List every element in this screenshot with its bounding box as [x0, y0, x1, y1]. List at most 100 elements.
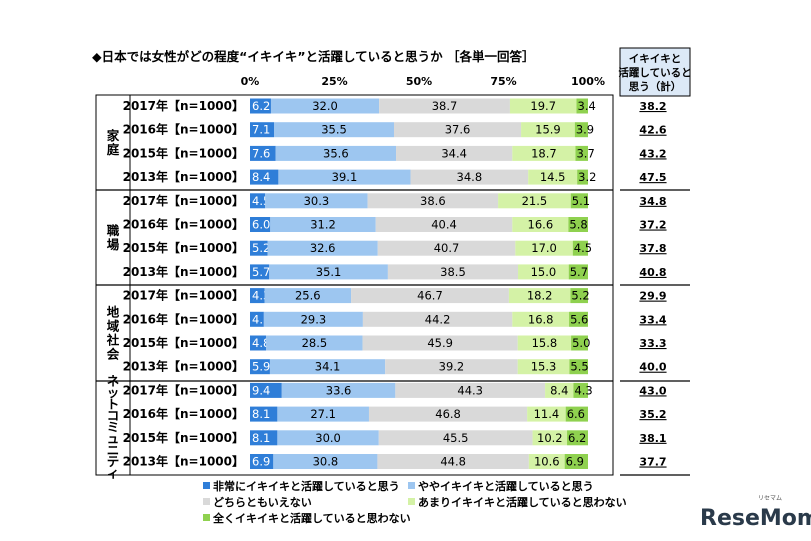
total-header-text: イキイキと — [629, 53, 682, 65]
total-value: 47.5 — [639, 171, 666, 184]
bar-segment — [277, 406, 369, 422]
row-label: 2017年【n=1000】 — [123, 288, 244, 303]
legend-item: 非常にイキイキと活躍していると思う — [203, 479, 400, 493]
data-label: 6.9 — [252, 455, 270, 469]
legend-item: どちらともいえない — [203, 496, 312, 509]
row-label: 2016年【n=1000】 — [123, 406, 244, 421]
bar-segment — [273, 454, 378, 469]
data-label: 38.5 — [440, 265, 466, 279]
bar-segment — [367, 193, 499, 209]
total-value: 37.2 — [639, 219, 666, 232]
bar-segment — [362, 335, 518, 351]
data-label: 45.5 — [443, 431, 469, 445]
bar-segment — [396, 145, 513, 161]
data-label: 11.4 — [534, 407, 560, 421]
x-tick-label: 50% — [406, 75, 432, 88]
data-label: 7.6 — [252, 146, 270, 160]
bar-segment — [250, 311, 264, 327]
legend-label: 全くイキイキと活躍していると思わない — [212, 511, 411, 525]
data-label: 44.8 — [440, 455, 466, 469]
data-label: 5.7 — [252, 265, 270, 279]
bar-segment — [571, 335, 588, 351]
data-label: 30.0 — [315, 431, 341, 445]
bar-segment — [577, 169, 588, 185]
x-tick-label: 0% — [241, 75, 260, 88]
bar-segment — [508, 288, 571, 304]
bar-segment — [564, 454, 588, 469]
legend-item: ややイキイキと活躍していると思う — [408, 479, 594, 493]
data-label: 18.7 — [531, 146, 557, 160]
legend-label: ややイキイキと活躍していると思う — [418, 479, 594, 493]
bar-segment — [395, 382, 546, 398]
bar-segment — [569, 359, 588, 375]
bar-segment — [265, 193, 368, 209]
data-label: 32.0 — [312, 99, 338, 113]
total-header-text: 活躍していると — [618, 66, 691, 79]
bar-segment — [250, 335, 267, 351]
data-label: 9.4 — [252, 383, 270, 397]
data-label: 3.7 — [576, 146, 594, 160]
data-label: 3.2 — [578, 170, 596, 184]
bar-row: 2017年【n=1000】 6.2 32.0 38.7 19.7 3.4 38.2 — [123, 98, 667, 114]
data-label: 34.1 — [315, 360, 341, 374]
bar-segment — [275, 145, 397, 161]
total-value: 33.4 — [639, 313, 666, 326]
bar-segment — [567, 430, 588, 446]
group-label: 職場 — [107, 223, 120, 252]
bar-segment — [264, 288, 352, 304]
bar-segment — [532, 430, 568, 446]
data-label: 4.5 — [574, 241, 592, 255]
data-label: 6.9 — [566, 455, 584, 469]
data-label: 46.8 — [435, 407, 461, 421]
data-label: 31.2 — [310, 218, 336, 232]
bar-row: 2016年【n=1000】 7.1 35.5 37.6 15.9 3.9 42.6 — [123, 122, 667, 138]
row-label: 2017年【n=1000】 — [123, 98, 244, 113]
data-label: 5.5 — [570, 360, 588, 374]
bar-segment — [528, 169, 578, 185]
data-label: 37.6 — [445, 123, 471, 137]
data-label: 46.7 — [417, 289, 443, 303]
legend-swatch — [203, 514, 210, 521]
data-label: 30.3 — [304, 194, 330, 208]
bar-segment — [387, 264, 519, 280]
legend-item: あまりイキイキと活躍していると思わない — [408, 495, 627, 509]
bar-segment — [515, 240, 573, 256]
data-label: 39.2 — [439, 360, 465, 374]
bar-segment — [250, 288, 265, 304]
total-value: 43.2 — [639, 147, 666, 160]
data-label: 3.9 — [576, 123, 594, 137]
data-label: 16.8 — [528, 312, 554, 326]
bar-segment — [393, 122, 522, 138]
legend-label: あまりイキイキと活躍していると思わない — [418, 495, 627, 509]
data-label: 44.2 — [425, 312, 451, 326]
total-value: 38.1 — [639, 432, 666, 445]
bar-segment — [250, 145, 276, 161]
bar-row: 2015年【n=1000】 4.8 28.5 45.9 15.8 5.0 33.3 — [123, 335, 667, 351]
watermark-small-text: リセマム — [758, 495, 782, 502]
bar-segment — [250, 264, 270, 280]
bar-row: 2016年【n=1000】 6.0 31.2 40.4 16.6 5.8 37.2 — [123, 217, 667, 232]
data-label: 29.3 — [301, 312, 327, 326]
data-label: 19.7 — [530, 99, 556, 113]
data-label: 5.2 — [252, 241, 270, 255]
bar-segment — [269, 264, 388, 280]
bar-segment — [518, 264, 569, 280]
bar-segment — [569, 311, 588, 327]
data-label: 14.5 — [540, 170, 566, 184]
row-label: 2015年【n=1000】 — [123, 145, 244, 160]
data-label: 27.1 — [310, 407, 336, 421]
data-label: 34.8 — [457, 170, 483, 184]
bar-segment — [512, 145, 576, 161]
row-label: 2013年【n=1000】 — [123, 359, 244, 374]
data-label: 35.1 — [316, 265, 342, 279]
data-label: 44.3 — [457, 383, 483, 397]
legend-swatch — [203, 498, 210, 505]
bar-segment — [512, 311, 570, 327]
bar-segment — [278, 169, 411, 185]
bar-segment — [250, 169, 279, 185]
total-value: 43.0 — [639, 384, 666, 397]
bar-segment — [517, 335, 572, 351]
bar-segment — [250, 240, 268, 256]
data-label: 30.8 — [313, 455, 339, 469]
data-label: 6.6 — [567, 407, 585, 421]
